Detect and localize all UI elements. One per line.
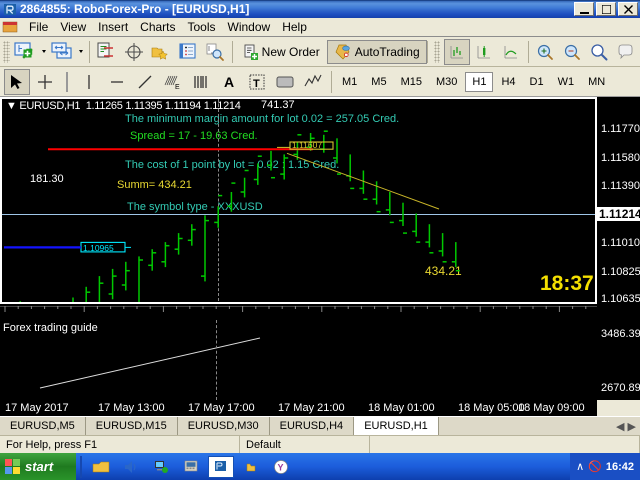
svg-text:1.11607: 1.11607	[292, 140, 322, 150]
svg-text:T: T	[253, 78, 260, 90]
svg-text:Y: Y	[278, 462, 284, 472]
svg-text:1.10965: 1.10965	[83, 243, 114, 253]
svg-text:E: E	[175, 84, 180, 91]
